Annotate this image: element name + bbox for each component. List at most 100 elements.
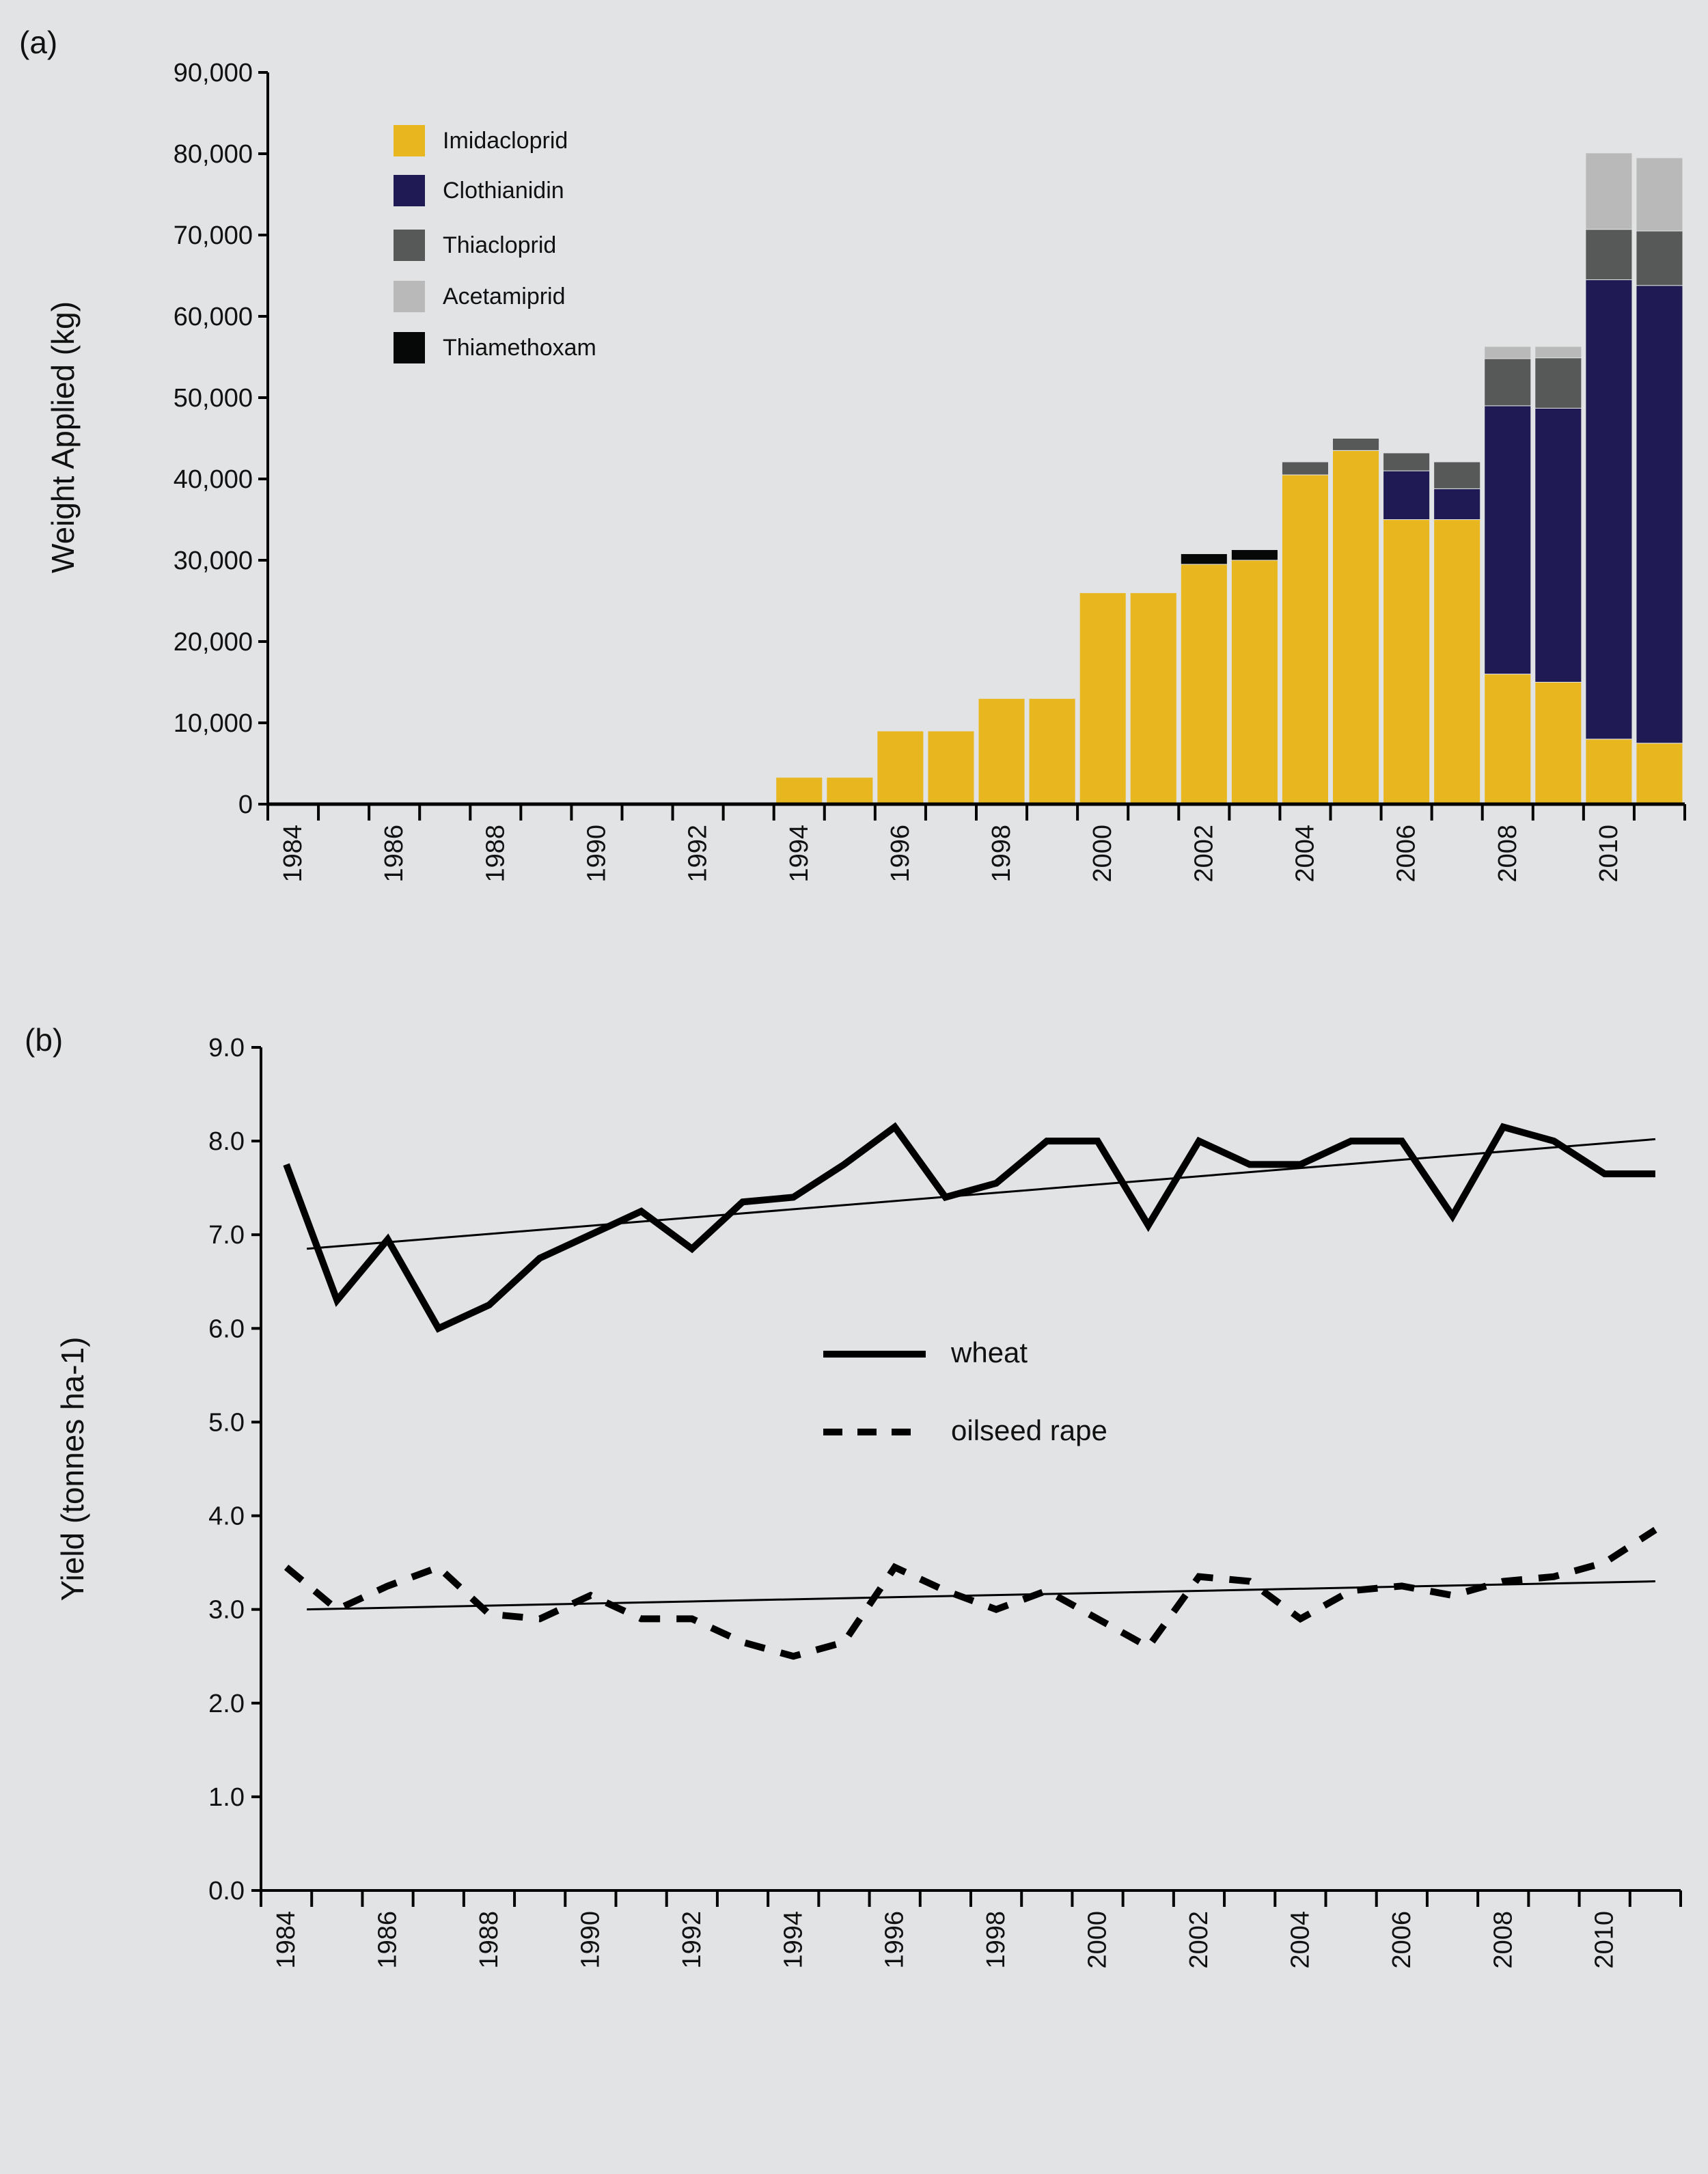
bar-thiacloprid-2005 — [1332, 438, 1380, 451]
legend-label: wheat — [950, 1336, 1028, 1368]
x-tick-label: 1990 — [576, 1911, 605, 1969]
panel-b-label: (b) — [25, 1022, 63, 1058]
y-tick-label: 3.0 — [208, 1596, 245, 1625]
legend-label: Imidacloprid — [443, 128, 568, 154]
y-tick-label: 4.0 — [208, 1502, 245, 1531]
legend-label: Clothianidin — [443, 178, 564, 204]
series-line-wheat — [283, 1122, 1655, 1333]
bar-imidacloprid-1994 — [775, 777, 823, 805]
bar-imidacloprid-2001 — [1129, 592, 1177, 805]
panel-b-ylabel: Yield (tonnes ha-1) — [55, 1337, 90, 1601]
bar-imidacloprid-2002 — [1180, 564, 1228, 805]
bar-imidacloprid-1999 — [1028, 698, 1076, 805]
x-tick-label: 1988 — [481, 825, 510, 883]
bar-thiamethoxam-2002 — [1180, 553, 1228, 565]
trend-line-wheat — [306, 1138, 1656, 1250]
legend-label: Thiacloprid — [443, 232, 556, 258]
x-tick-label: 2000 — [1084, 1911, 1112, 1969]
y-tick-label: 10,000 — [174, 709, 253, 738]
bar-acetamiprid-2008 — [1484, 346, 1532, 359]
bar-clothianidin-2009 — [1534, 407, 1582, 683]
legend-label: Thiamethoxam — [443, 335, 596, 361]
bar-imidacloprid-1998 — [978, 698, 1025, 805]
x-tick-label: 2006 — [1388, 1911, 1416, 1969]
x-tick-label: 1998 — [982, 1911, 1010, 1969]
bar-imidacloprid-1997 — [927, 730, 975, 805]
x-tick-label: 2008 — [1493, 825, 1522, 883]
x-tick-label: 2002 — [1185, 1911, 1213, 1969]
x-tick-label: 2000 — [1088, 825, 1117, 883]
x-tick-label: 1998 — [987, 825, 1016, 883]
bar-thiacloprid-2010 — [1585, 229, 1633, 280]
bar-imidacloprid-2008 — [1484, 674, 1532, 805]
legend-label: oilseed rape — [951, 1414, 1107, 1446]
bar-imidacloprid-2007 — [1433, 519, 1481, 805]
x-tick-label: 2010 — [1590, 1911, 1619, 1969]
y-tick-label: 70,000 — [174, 221, 253, 250]
x-tick-label: 2004 — [1286, 1911, 1314, 1969]
legend-swatch-thiamethoxam — [394, 332, 425, 363]
bar-thiacloprid-2008 — [1484, 358, 1532, 407]
y-tick-label: 5.0 — [208, 1408, 245, 1437]
y-tick-label: 9.0 — [208, 1034, 245, 1062]
legend-swatch-thiacloprid — [394, 230, 425, 261]
y-tick-label: 40,000 — [174, 465, 253, 494]
y-tick-label: 8.0 — [208, 1127, 245, 1156]
bar-acetamiprid-2011 — [1636, 157, 1683, 232]
x-tick-label: 2002 — [1189, 825, 1218, 883]
bar-imidacloprid-2009 — [1534, 682, 1582, 805]
bar-thiacloprid-2007 — [1433, 461, 1481, 489]
x-tick-label: 1996 — [886, 825, 915, 883]
y-tick-label: 6.0 — [208, 1315, 245, 1343]
legend-swatch-imidacloprid — [394, 125, 425, 156]
legend-swatch-acetamiprid — [394, 281, 425, 312]
bar-thiacloprid-2011 — [1636, 230, 1683, 286]
x-tick-label: 1992 — [678, 1911, 706, 1969]
bar-imidacloprid-2003 — [1230, 560, 1278, 805]
x-tick-label: 2010 — [1595, 825, 1623, 883]
bar-imidacloprid-1995 — [826, 777, 874, 805]
bar-clothianidin-2011 — [1636, 285, 1683, 744]
series-line-oilseed-rape — [284, 1526, 1657, 1660]
panel-a-label: (a) — [19, 25, 57, 60]
bar-thiacloprid-2006 — [1383, 452, 1431, 471]
y-tick-label: 1.0 — [208, 1783, 245, 1812]
x-tick-label: 2008 — [1489, 1911, 1517, 1969]
y-tick-label: 20,000 — [174, 628, 253, 657]
x-tick-label: 1988 — [475, 1911, 504, 1969]
legend-swatch-clothianidin — [394, 175, 425, 206]
bar-thiacloprid-2004 — [1281, 461, 1330, 476]
bar-imidacloprid-2004 — [1281, 474, 1330, 805]
x-tick-label: 1984 — [279, 825, 307, 883]
x-tick-label: 2006 — [1392, 825, 1421, 883]
bar-thiamethoxam-2003 — [1230, 549, 1278, 561]
bar-imidacloprid-2010 — [1585, 739, 1633, 805]
panel-a-ylabel: Weight Applied (kg) — [45, 301, 81, 573]
x-tick-label: 1984 — [272, 1911, 301, 1969]
bar-imidacloprid-2005 — [1332, 450, 1380, 805]
x-tick-label: 1994 — [779, 1911, 808, 1969]
x-tick-label: 1990 — [582, 825, 611, 883]
y-tick-label: 60,000 — [174, 303, 253, 331]
y-tick-label: 0.0 — [208, 1877, 245, 1905]
trend-line-oilseed-rape — [307, 1580, 1655, 1611]
bar-acetamiprid-2010 — [1585, 152, 1633, 230]
bar-acetamiprid-2009 — [1534, 346, 1582, 359]
bar-imidacloprid-2000 — [1079, 592, 1127, 805]
y-tick-label: 2.0 — [208, 1690, 245, 1718]
y-tick-label: 90,000 — [174, 59, 253, 87]
y-tick-label: 30,000 — [174, 547, 253, 575]
y-tick-label: 80,000 — [174, 140, 253, 169]
bar-clothianidin-2010 — [1585, 279, 1633, 740]
bar-clothianidin-2007 — [1433, 488, 1481, 521]
bar-clothianidin-2008 — [1484, 405, 1532, 675]
bar-thiacloprid-2009 — [1534, 357, 1582, 409]
x-tick-label: 2004 — [1291, 825, 1319, 883]
bar-imidacloprid-2006 — [1383, 519, 1431, 805]
bar-chart: 0 10,000 20,000 30,000 40,000 50,000 60,000 70,… — [174, 59, 1686, 883]
x-tick-label: 1996 — [881, 1911, 909, 1969]
x-tick-label: 1992 — [684, 825, 713, 883]
x-tick-label: 1994 — [785, 825, 814, 883]
legend-label: Acetamiprid — [443, 284, 566, 309]
